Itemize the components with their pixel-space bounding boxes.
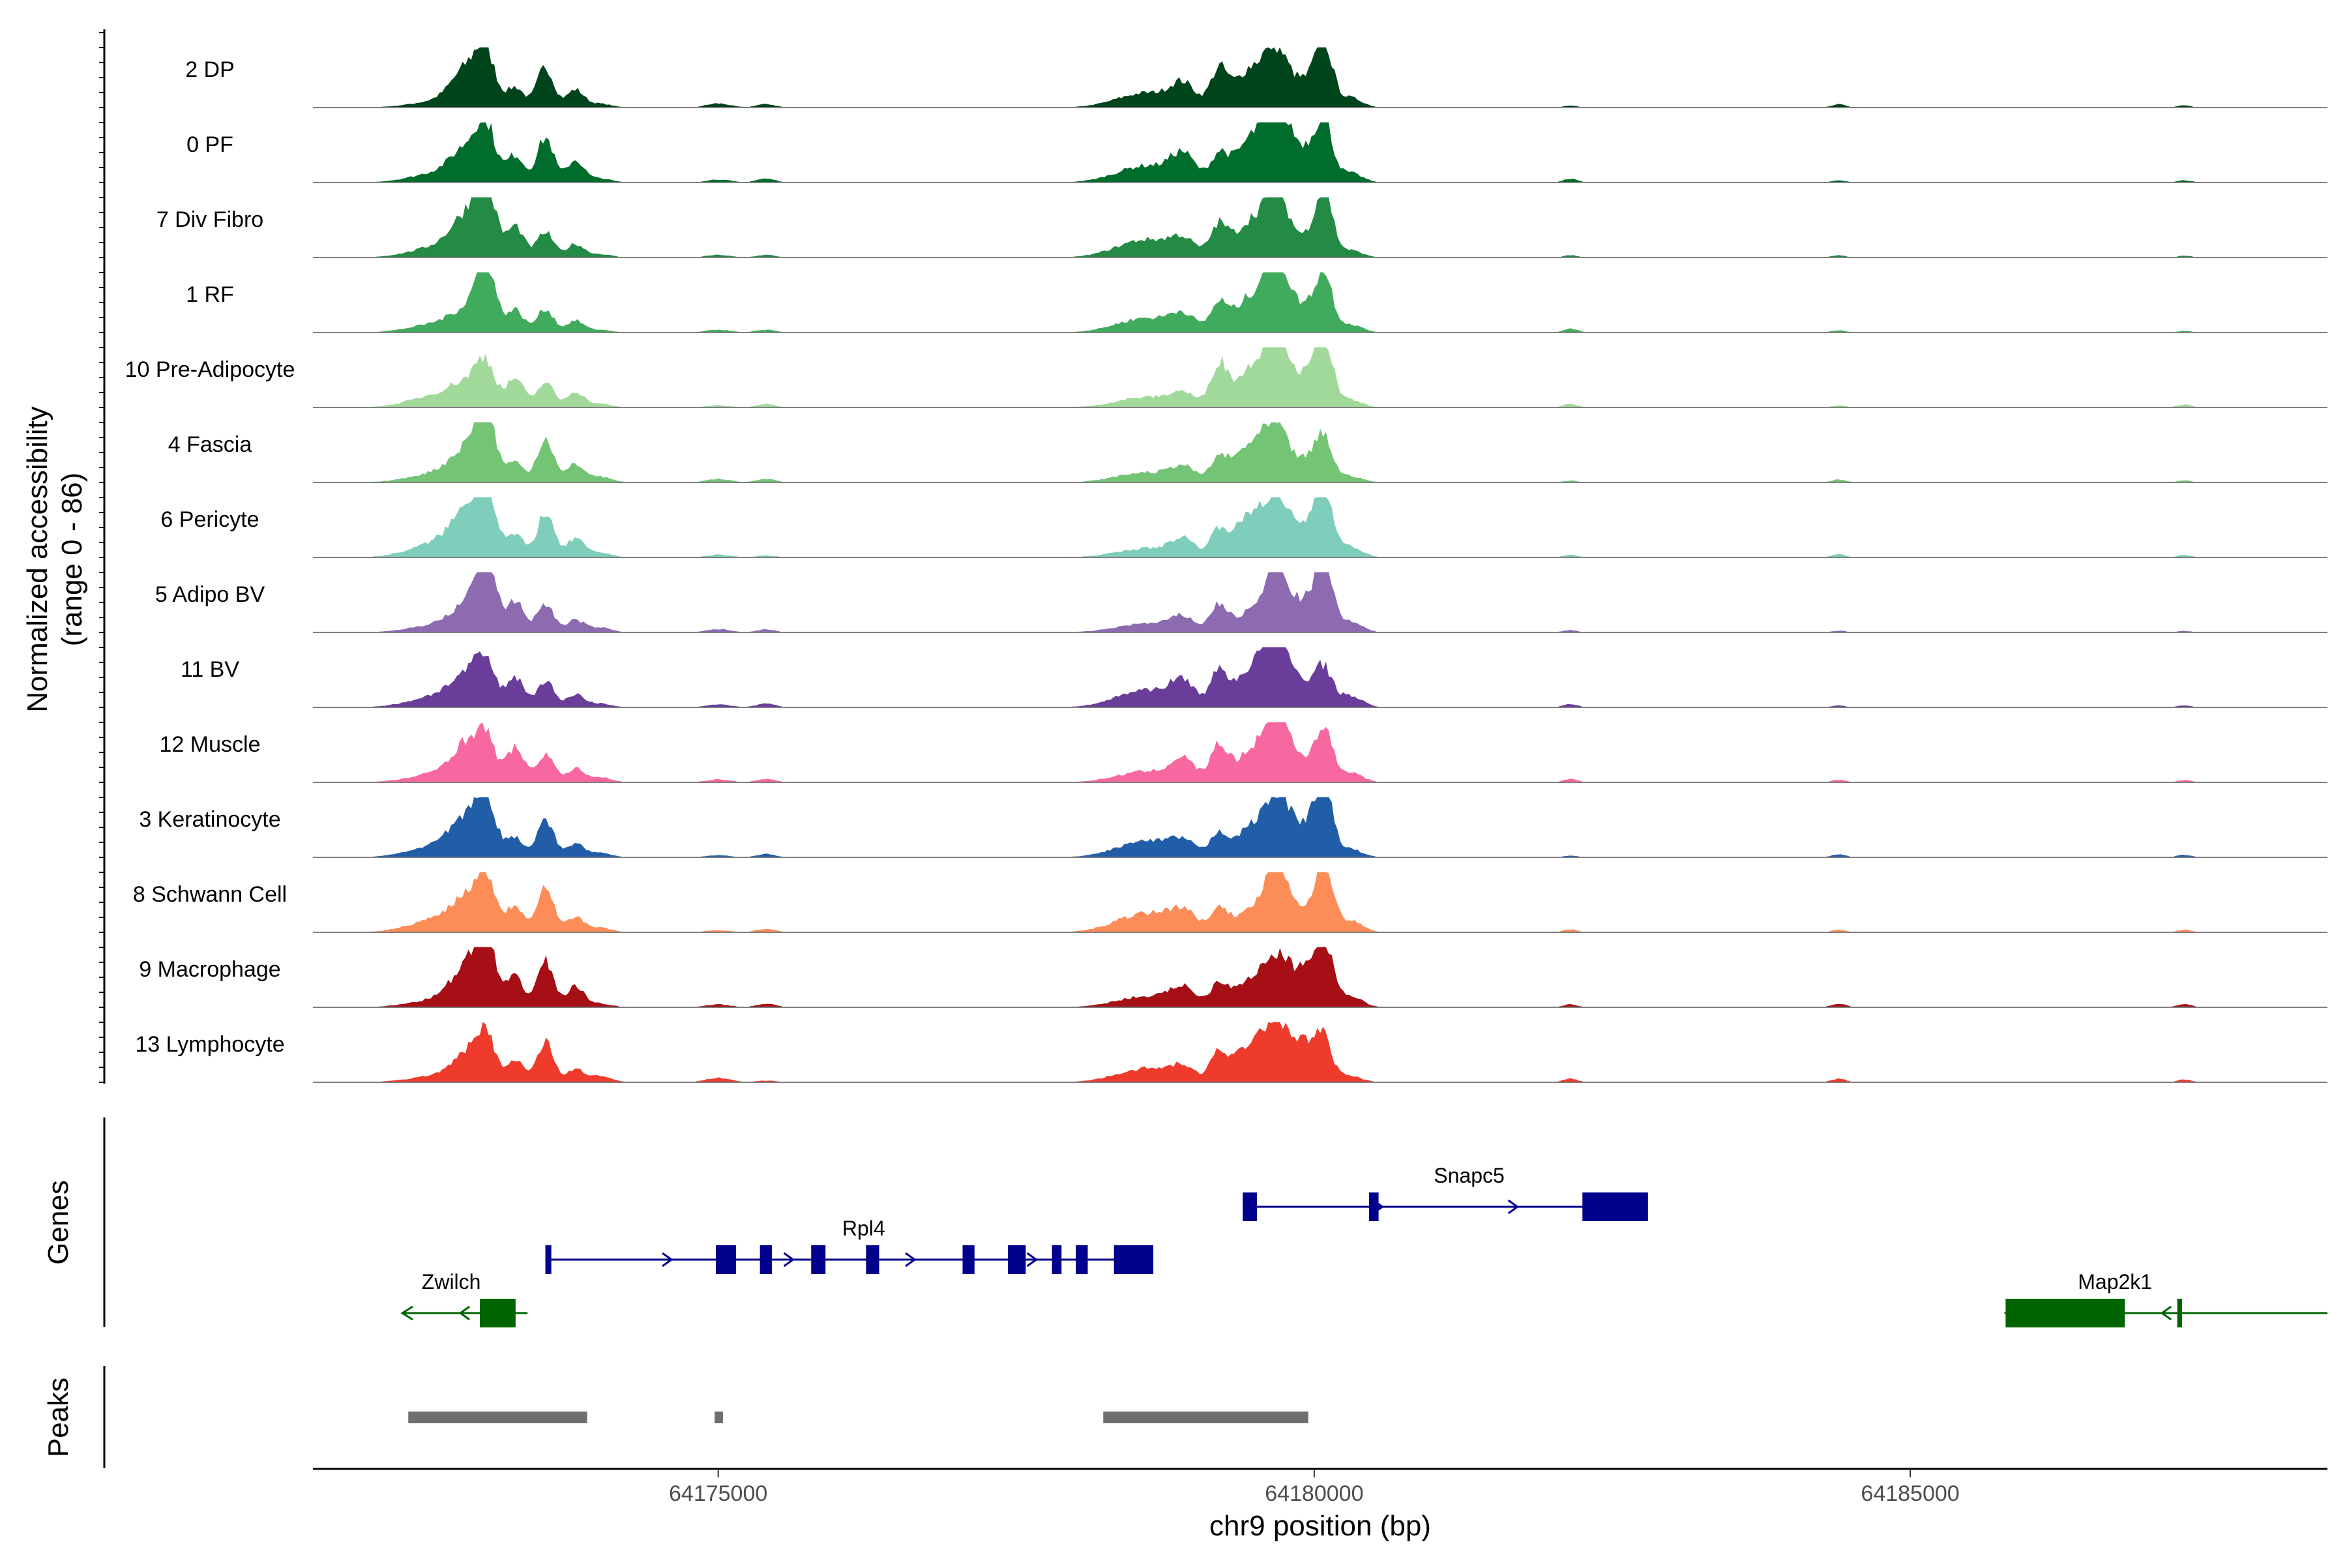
- x-tick-label: 64175000: [669, 1481, 767, 1506]
- gene-exon: [1052, 1245, 1062, 1274]
- strand-arrow: [400, 1305, 413, 1321]
- gene-exon: [1076, 1245, 1088, 1274]
- gene-model: Zwilch: [400, 1270, 528, 1327]
- gene-exon: [1007, 1245, 1026, 1274]
- coverage-track: 8 Schwann Cell: [133, 872, 2327, 933]
- strand-chevron: [783, 1252, 795, 1267]
- gene-label: Map2k1: [2078, 1270, 2152, 1294]
- y-axis-label-line1: Normalized accessibility: [22, 406, 53, 712]
- coverage-track: 12 Muscle: [160, 722, 2327, 783]
- coverage-track: 10 Pre-Adipocyte: [125, 347, 2327, 408]
- coverage-area: [313, 947, 2327, 1007]
- coverage-area: [313, 197, 2327, 258]
- gene-exon: [716, 1245, 737, 1274]
- strand-chevron: [662, 1252, 673, 1267]
- track-label: 12 Muscle: [160, 732, 261, 757]
- track-label: 2 DP: [185, 57, 235, 82]
- strand-chevron: [1507, 1199, 1520, 1215]
- gene-label: Zwilch: [422, 1270, 481, 1294]
- coverage-area: [313, 722, 2327, 782]
- coverage-area: [313, 422, 2327, 482]
- track-label: 4 Fascia: [168, 432, 252, 457]
- accessibility-axis: [99, 29, 106, 1084]
- coverage-area: [313, 122, 2327, 183]
- gene-annotations: Zwilch Rpl4 Snapc5 Map2k1: [400, 1164, 2327, 1327]
- gene-exon: [479, 1299, 516, 1327]
- track-label: 5 Adipo BV: [155, 582, 265, 607]
- track-label: 11 BV: [181, 657, 239, 682]
- x-axis-ticks: 64175000 64180000 64185000: [669, 1469, 1960, 1506]
- x-tick-label: 64180000: [1265, 1481, 1363, 1506]
- gene-exon: [1114, 1245, 1154, 1274]
- coverage-track: 3 Keratinocyte: [139, 797, 2327, 858]
- peak-region: [408, 1412, 587, 1423]
- gene-exon: [1582, 1192, 1648, 1221]
- gene-label: Rpl4: [842, 1217, 885, 1240]
- peak-regions: [408, 1412, 1308, 1423]
- genes-track-label: Genes: [42, 1180, 74, 1265]
- gene-exon: [2005, 1299, 2125, 1327]
- gene-exon: [1243, 1192, 1258, 1221]
- coverage-track: 6 Pericyte: [160, 497, 2327, 558]
- coverage-area: [313, 572, 2327, 632]
- gene-model: Rpl4: [545, 1217, 1154, 1274]
- coverage-area: [313, 872, 2327, 932]
- track-label: 3 Keratinocyte: [139, 807, 280, 832]
- track-label: 6 Pericyte: [160, 507, 259, 532]
- gene-exon: [545, 1245, 552, 1274]
- coverage-track: 4 Fascia: [168, 422, 2327, 483]
- gene-exon: [1368, 1192, 1379, 1221]
- track-label: 8 Schwann Cell: [133, 882, 287, 907]
- coverage-track: 2 DP: [185, 47, 2327, 108]
- peak-region: [1103, 1412, 1308, 1423]
- coverage-track: 7 Div Fibro: [156, 197, 2327, 258]
- track-label: 13 Lymphocyte: [135, 1032, 284, 1057]
- gene-model: Map2k1: [2003, 1270, 2327, 1327]
- coverage-area: [313, 797, 2327, 857]
- coverage-area: [313, 497, 2327, 557]
- coverage-area: [313, 272, 2327, 333]
- track-label: 10 Pre-Adipocyte: [125, 357, 295, 382]
- coverage-tracks: 2 DP 0 PF 7 Div Fibro 1 RF 10 Pre-Adipocyte 4…: [125, 47, 2327, 1083]
- x-tick-label: 64185000: [1861, 1481, 1959, 1506]
- coverage-track: 9 Macrophage: [139, 947, 2327, 1008]
- gene-exon: [962, 1245, 975, 1274]
- x-axis-label: chr9 position (bp): [1209, 1510, 1431, 1542]
- coverage-track: 0 PF: [186, 122, 2327, 183]
- coverage-area: [313, 1022, 2327, 1082]
- gene-exon: [760, 1245, 772, 1274]
- track-label: 9 Macrophage: [139, 957, 280, 982]
- track-label: 1 RF: [186, 282, 234, 307]
- strand-chevron: [1026, 1252, 1039, 1267]
- coverage-track: 1 RF: [186, 272, 2327, 333]
- gene-model: Snapc5: [1243, 1164, 1648, 1221]
- gene-exon: [2177, 1299, 2182, 1327]
- strand-chevron: [2160, 1305, 2172, 1321]
- peak-region: [715, 1412, 723, 1423]
- coverage-area: [313, 647, 2327, 707]
- coverage-area: [313, 47, 2327, 108]
- strand-chevron: [458, 1305, 470, 1321]
- peaks-track-label: Peaks: [42, 1378, 74, 1457]
- gene-exon: [811, 1245, 826, 1274]
- coverage-area: [313, 347, 2327, 407]
- strand-chevron: [905, 1252, 917, 1267]
- gene-exon: [866, 1245, 879, 1274]
- track-label: 0 PF: [186, 132, 233, 157]
- coverage-track: 11 BV: [181, 647, 2327, 708]
- track-label: 7 Div Fibro: [156, 207, 263, 232]
- coverage-track: 5 Adipo BV: [155, 572, 2327, 633]
- strand-arrow: [2003, 1305, 2017, 1321]
- gene-label: Snapc5: [1434, 1164, 1505, 1187]
- coverage-track: 13 Lymphocyte: [135, 1022, 2327, 1083]
- y-axis-label-line2: (range 0 - 86): [56, 473, 88, 647]
